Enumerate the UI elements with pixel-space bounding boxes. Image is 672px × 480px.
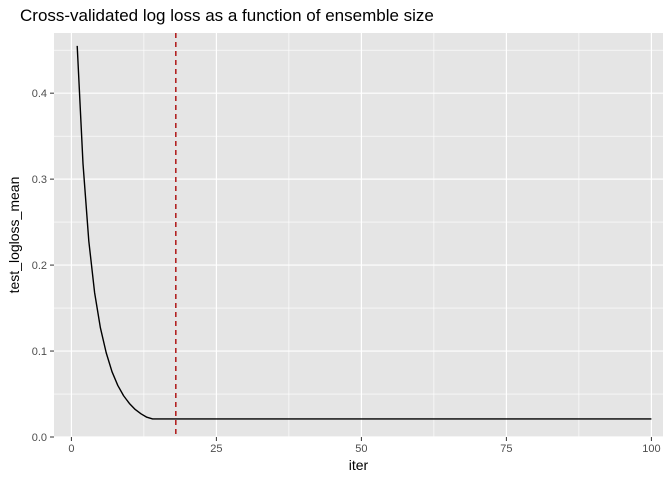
y-axis: 0.0 0.1 0.2 0.3 0.4	[32, 88, 54, 444]
plot-panel	[54, 33, 663, 437]
x-tick-label: 0	[68, 443, 74, 455]
x-tick-label: 75	[500, 443, 512, 455]
chart-title: Cross-validated log loss as a function o…	[20, 6, 434, 25]
y-tick-label: 0.3	[32, 174, 47, 186]
grid-major	[54, 33, 663, 438]
x-axis: 0 25 50 75 100	[68, 437, 661, 455]
x-axis-title: iter	[349, 457, 369, 473]
y-axis-title: test_logloss_mean	[6, 177, 22, 294]
series-line	[76, 45, 652, 420]
grid-minor	[54, 33, 663, 437]
y-tick-label: 0.1	[32, 346, 47, 358]
series-layer	[76, 45, 652, 420]
x-tick-label: 25	[210, 443, 222, 455]
y-tick-label: 0.0	[32, 432, 47, 444]
y-tick-label: 0.4	[32, 88, 47, 100]
x-tick-label: 50	[355, 443, 367, 455]
x-tick-label: 100	[642, 443, 660, 455]
y-tick-label: 0.2	[32, 260, 47, 272]
